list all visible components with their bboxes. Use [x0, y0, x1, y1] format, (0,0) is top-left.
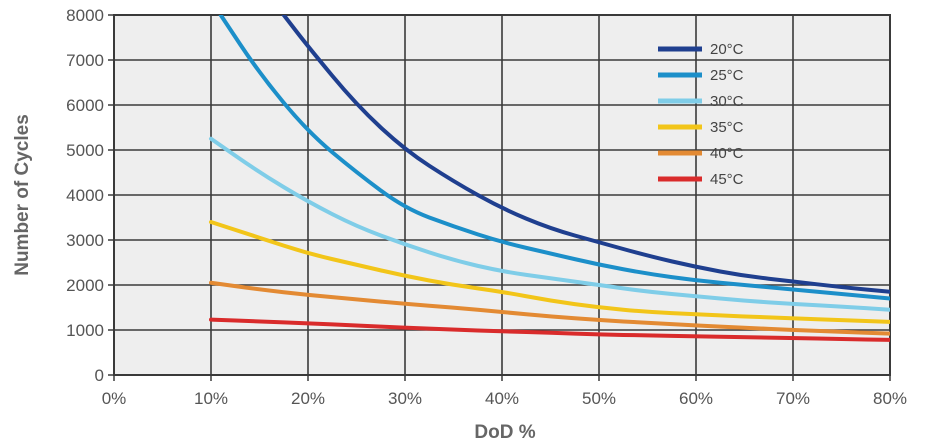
x-axis-ticks: 0% 10% 20% 30% 40% 50% 60% 70% 80%	[102, 375, 907, 408]
legend: 20°C 25°C 30°C 35°C 40°C 45°C	[658, 41, 744, 188]
series-line-1	[218, 15, 890, 301]
legend-label-3: 35°C	[710, 119, 744, 136]
x-tick-label: 40%	[485, 389, 519, 408]
y-tick-label: 1000	[66, 321, 104, 340]
legend-label-1: 25°C	[710, 67, 744, 84]
y-tick-label: 7000	[66, 51, 104, 70]
series-line-2	[209, 136, 890, 312]
x-axis-title: DoD %	[474, 422, 535, 443]
x-tick-label: 10%	[194, 389, 228, 408]
x-tick-label: 50%	[582, 389, 616, 408]
x-tick-label: 80%	[873, 389, 907, 408]
y-tick-label: 8000	[66, 6, 104, 25]
x-tick-label: 70%	[776, 389, 810, 408]
y-tick-label: 0	[95, 366, 104, 385]
series-line-4	[209, 280, 890, 336]
legend-label-2: 30°C	[710, 93, 744, 110]
y-tick-label: 4000	[66, 186, 104, 205]
series-lines	[209, 15, 890, 342]
legend-label-5: 45°C	[710, 171, 744, 188]
y-tick-label: 6000	[66, 96, 104, 115]
legend-label-0: 20°C	[710, 41, 744, 58]
y-tick-label: 2000	[66, 276, 104, 295]
y-tick-label: 5000	[66, 141, 104, 160]
y-tick-label: 3000	[66, 231, 104, 250]
x-tick-label: 30%	[388, 389, 422, 408]
x-tick-label: 60%	[679, 389, 713, 408]
legend-label-4: 40°C	[710, 145, 744, 162]
x-tick-label: 0%	[102, 389, 127, 408]
series-line-3	[209, 220, 890, 324]
series-line-5	[209, 317, 890, 342]
series-line-0	[281, 15, 890, 294]
y-axis-title: Number of Cycles	[12, 114, 33, 276]
y-axis-ticks: 0 1000 2000 3000 4000 5000 6000 7000 8000	[66, 6, 114, 385]
x-tick-label: 20%	[291, 389, 325, 408]
